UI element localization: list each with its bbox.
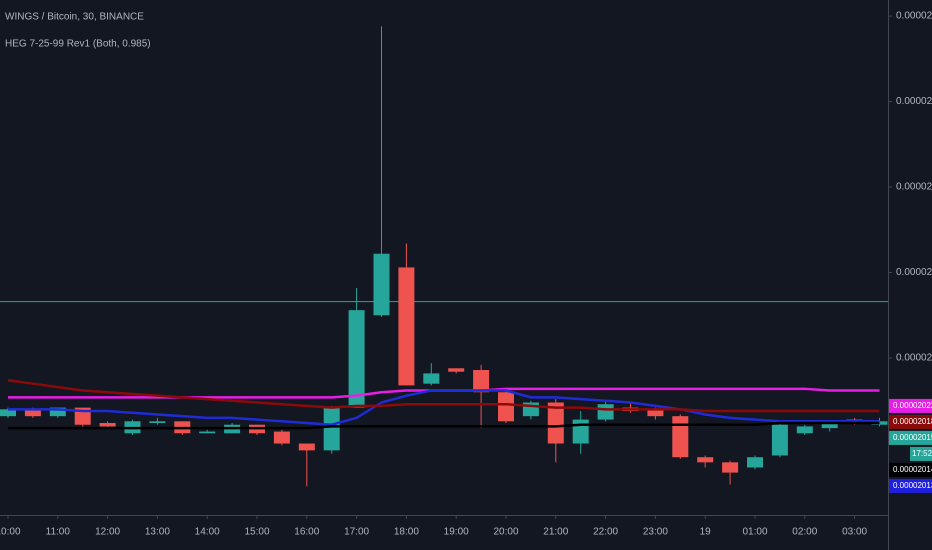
price-label-bg — [889, 430, 932, 445]
candle-body — [697, 457, 714, 463]
x-tick-label: 21:00 — [543, 527, 568, 538]
candle-body — [572, 419, 589, 444]
candle-body — [672, 416, 689, 458]
x-tick-label: 16:00 — [294, 527, 319, 538]
candle-body — [149, 421, 166, 424]
indicator-line — [8, 421, 880, 430]
candle-body — [597, 404, 614, 420]
x-tick-label: 17:00 — [344, 527, 369, 538]
countdown-bg — [910, 446, 932, 461]
x-tick-label: 14:00 — [195, 527, 220, 538]
price-label: 0.00002022 — [893, 401, 932, 410]
candle-body — [199, 431, 216, 434]
candle-body — [473, 370, 490, 393]
candle-body — [448, 368, 465, 372]
candle-body — [323, 407, 340, 451]
x-tick-label: 18:00 — [394, 527, 419, 538]
x-tick-label: 20:00 — [493, 527, 518, 538]
price-label: 0.00002015 — [893, 433, 932, 442]
y-tick-label: 0.00002200 — [896, 96, 932, 107]
x-tick-label: 19 — [700, 527, 712, 538]
candle-body — [747, 457, 763, 468]
x-tick-label: 10:00 — [0, 527, 21, 538]
candle-body — [273, 431, 290, 444]
x-tick-label: 12:00 — [95, 527, 120, 538]
candle-body — [647, 409, 664, 417]
x-tick-label: 23:00 — [643, 527, 668, 538]
price-label-bg — [889, 414, 932, 429]
indicator-line — [7, 379, 880, 413]
candle-body — [821, 423, 838, 429]
x-tick-label: 13:00 — [145, 527, 170, 538]
indicator-line — [8, 389, 880, 426]
x-tick-label: 15:00 — [244, 527, 269, 538]
candle-body — [348, 310, 365, 408]
y-tick-label: 0.00002150 — [896, 182, 932, 193]
candle-body — [796, 426, 813, 434]
price-label-bg — [889, 398, 932, 413]
x-tick-label: 02:00 — [792, 527, 817, 538]
candle-body — [547, 402, 564, 444]
candle-body — [49, 407, 66, 417]
y-tick-label: 0.00002050 — [896, 353, 932, 364]
x-tick-label: 19:00 — [444, 527, 469, 538]
candle-body — [423, 373, 440, 384]
candle-body — [298, 443, 315, 451]
chart-title: WINGS / Bitcoin, 30, BINANCE — [5, 12, 144, 23]
price-label: 0.00002018 — [893, 417, 932, 426]
countdown: 17:52 — [912, 449, 932, 458]
candle-body — [498, 392, 514, 422]
price-label-bg — [889, 462, 932, 477]
indicator-title: HEG 7-25-99 Rev1 (Both, 0.985) — [5, 39, 151, 50]
candle-body — [373, 253, 390, 316]
candle-body — [0, 409, 16, 417]
candle-body — [398, 267, 415, 386]
candle-body — [99, 423, 116, 427]
candle-body — [771, 424, 788, 456]
candle-body — [24, 409, 41, 417]
y-tick-label: 0.00002100 — [896, 267, 932, 278]
price-label-bg — [889, 478, 932, 493]
price-label: 0.00002014 — [893, 465, 932, 474]
x-tick-label: 11:00 — [46, 527, 71, 538]
y-tick-label: 0.00002250 — [896, 11, 932, 22]
price-label: 0.00002013 — [893, 481, 932, 490]
x-tick-label: 01:00 — [742, 527, 767, 538]
x-tick-label: 22:00 — [593, 527, 618, 538]
candle-body — [722, 462, 739, 473]
x-tick-label: 03:00 — [842, 527, 867, 538]
